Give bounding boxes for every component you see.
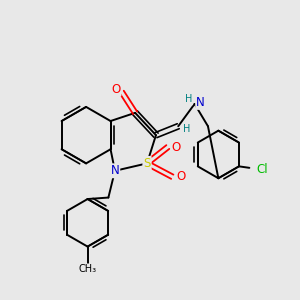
Text: S: S: [143, 157, 151, 170]
Text: H: H: [185, 94, 192, 104]
Text: H: H: [183, 124, 190, 134]
Text: O: O: [111, 82, 120, 96]
Text: Cl: Cl: [256, 163, 268, 176]
Text: CH₃: CH₃: [79, 265, 97, 275]
Text: O: O: [176, 170, 185, 183]
Text: N: N: [111, 164, 119, 177]
Text: N: N: [196, 96, 205, 109]
Text: O: O: [172, 140, 181, 154]
